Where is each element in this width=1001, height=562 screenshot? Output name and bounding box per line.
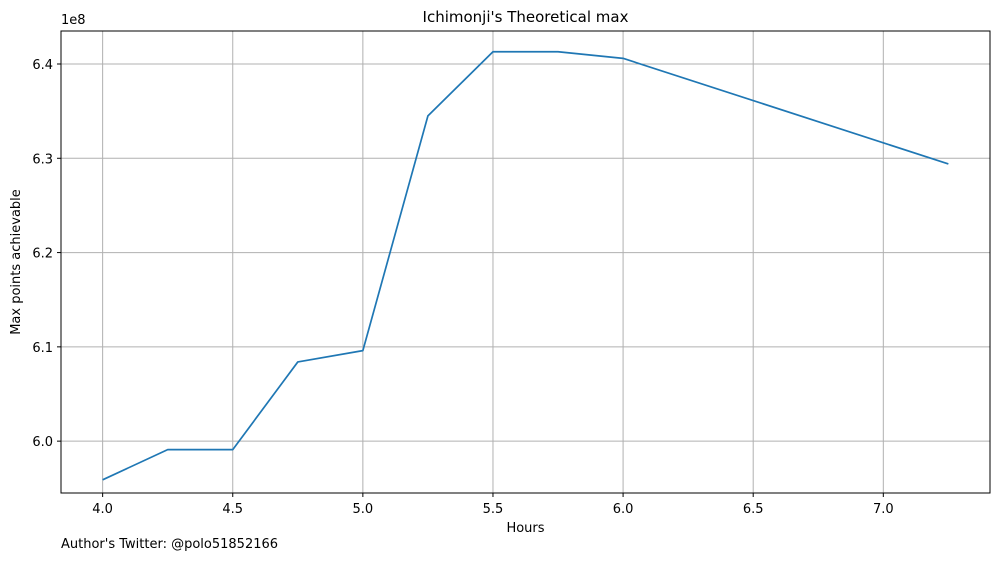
x-tick-label: 5.0 [353, 502, 374, 517]
author-footnote: Author's Twitter: @polo51852166 [61, 537, 279, 552]
y-tick-label: 6.4 [32, 58, 53, 73]
y-axis-offset-label: 1e8 [61, 13, 86, 28]
y-tick-label: 6.3 [32, 152, 53, 167]
series-line-layer [102, 50, 949, 481]
x-tick-label: 7.0 [873, 502, 894, 517]
y-tick-label: 6.2 [32, 247, 53, 262]
y-axis-label: Max points achievable [9, 189, 24, 335]
x-axis-ticks: 4.0 4.5 5.0 5.5 6.0 6.5 7.0 [92, 493, 894, 517]
x-tick-label: 6.0 [613, 502, 634, 517]
series-line [102, 50, 949, 481]
y-tick-label: 6.0 [32, 435, 53, 450]
x-tick-label: 5.5 [483, 502, 504, 517]
x-tick-label: 6.5 [743, 502, 764, 517]
x-axis-label: Hours [506, 521, 544, 536]
chart-title: Ichimonji's Theoretical max [423, 8, 629, 26]
x-tick-label: 4.5 [222, 502, 243, 517]
x-tick-label: 4.0 [92, 502, 113, 517]
grid-lines [61, 31, 990, 493]
y-tick-label: 6.1 [32, 341, 53, 356]
plot-area-frame [60, 30, 991, 494]
y-axis-ticks: 6.0 6.1 6.2 6.3 6.4 [32, 58, 61, 450]
